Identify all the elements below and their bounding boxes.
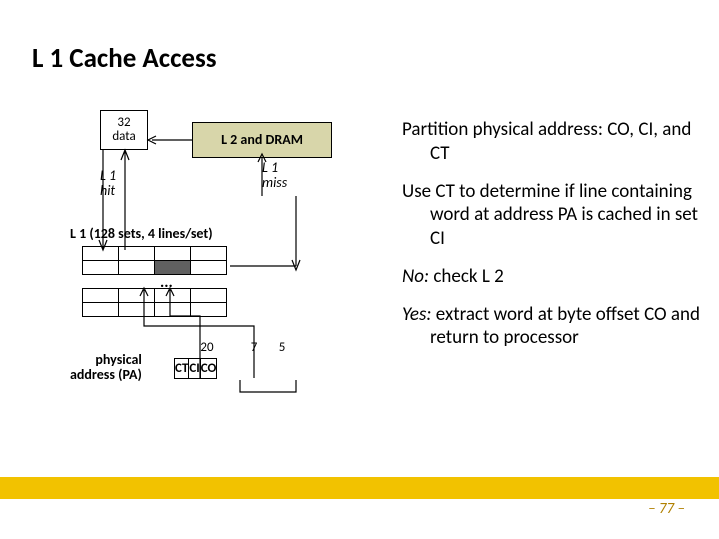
data-label: data (112, 130, 135, 144)
diagram-area: 32 data L 2 and DRAM L 1 hit L 1 miss L … (40, 110, 380, 470)
text-no-lead: No: (402, 265, 429, 288)
pa-field-co: CO (200, 359, 217, 379)
cache-cell (83, 261, 119, 275)
footer-bar (0, 477, 719, 499)
l1-miss-label: L 1 miss (262, 160, 287, 191)
pa-field-ci: CI (189, 359, 200, 379)
explanation-text: Partition physical address: CO, CI, and … (402, 118, 702, 364)
pa-bitwidth: 20 (174, 340, 240, 355)
pa-bitwidth: 7 (240, 340, 268, 355)
cache-ellipsis: ... (160, 274, 173, 292)
l1-miss-line2: miss (262, 174, 287, 191)
text-no: No: check L 2 (402, 265, 702, 289)
cache-cell (191, 303, 227, 317)
cache-cell (119, 303, 155, 317)
cache-caption: L 1 (128 sets, 4 lines/set) (70, 226, 213, 241)
text-partition: Partition physical address: CO, CI, and … (402, 118, 702, 166)
cache-set-table (82, 246, 227, 317)
pa-bitwidth: 5 (268, 340, 296, 355)
text-use-ct: Use CT to determine if line containing w… (402, 180, 702, 251)
cache-cell (83, 289, 119, 303)
cache-cell (83, 303, 119, 317)
l2-dram-label: L 2 and DRAM (221, 132, 303, 147)
cache-cell (155, 247, 191, 261)
l2-dram-box: L 2 and DRAM (192, 122, 332, 158)
page-number: – 77 – (648, 500, 685, 518)
data-bits: 32 (117, 116, 130, 130)
text-no-rest: check L 2 (429, 265, 504, 288)
cache-cell (155, 303, 191, 317)
pa-label-line2: address (PA) (70, 366, 142, 383)
cache-cell (191, 289, 227, 303)
page-title: L 1 Cache Access (32, 42, 217, 75)
cache-cell (191, 247, 227, 261)
cache-cell (119, 247, 155, 261)
cache-cell (191, 261, 227, 275)
l1-hit-line2: hit (100, 182, 115, 199)
text-yes-rest: extract word at byte offset CO and retur… (430, 303, 700, 350)
cache-cell (119, 261, 155, 275)
cache-cell (119, 289, 155, 303)
text-yes: Yes: extract word at byte offset CO and … (402, 303, 702, 351)
pa-field-ct: CT (175, 359, 189, 379)
text-yes-lead: Yes: (402, 303, 431, 326)
physical-address-label: physical address (PA) (70, 352, 142, 383)
l1-hit-label: L 1 hit (100, 168, 116, 199)
data-output-box: 32 data (100, 110, 148, 150)
cache-cell (83, 247, 119, 261)
